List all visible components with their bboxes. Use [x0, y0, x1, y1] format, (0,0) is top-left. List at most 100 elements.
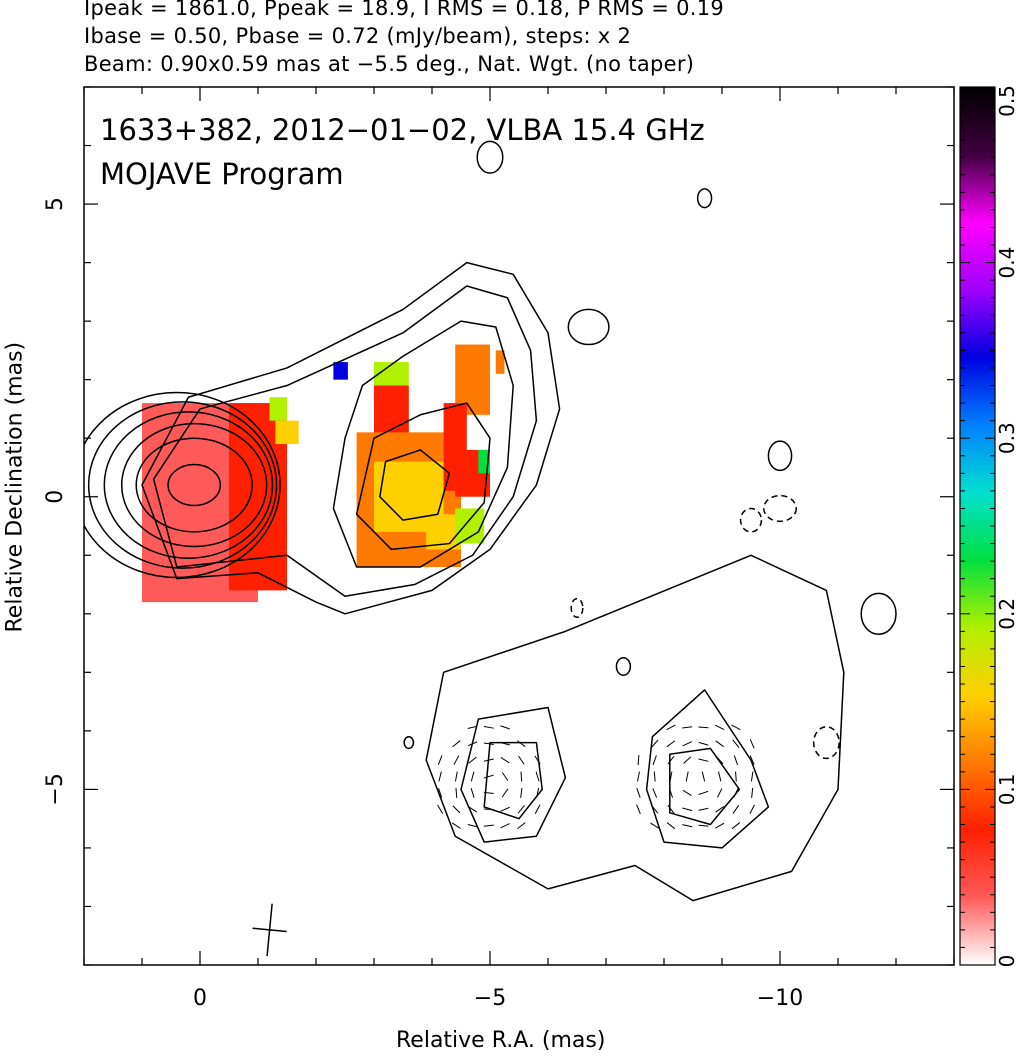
- evpa-vector: [455, 787, 458, 798]
- evpa-vector: [732, 804, 740, 814]
- evpa-vector: [683, 756, 692, 764]
- polarization-cell: [495, 350, 505, 374]
- evpa-vector: [666, 740, 676, 748]
- evpa-vector: [731, 724, 741, 731]
- x-axis-label: Relative R.A. (mas): [396, 1028, 606, 1053]
- x-tick-label: −10: [757, 986, 803, 1011]
- polarization-cell: [478, 449, 490, 474]
- y-axis-label: Relative Declination (mas): [2, 341, 28, 633]
- evpa-vector: [501, 772, 509, 781]
- evpa-vector: [501, 788, 509, 798]
- evpa-vector: [517, 805, 525, 814]
- evpa-vector: [467, 741, 478, 747]
- evpa-vector: [698, 790, 709, 795]
- evpa-vector: [520, 771, 523, 782]
- evpa-vector: [468, 756, 477, 764]
- evpa-vector: [717, 788, 723, 798]
- isolated-contour: [615, 656, 632, 677]
- evpa-vector: [636, 771, 640, 782]
- core-contour: [87, 401, 278, 569]
- polarization-cell: [333, 362, 348, 380]
- evpa-vector: [452, 740, 461, 748]
- jet-contour: [669, 747, 741, 826]
- evpa-vector: [467, 824, 478, 828]
- evpa-vector: [701, 771, 706, 782]
- evpa-vector: [636, 804, 641, 815]
- evpa-vector: [483, 758, 494, 762]
- evpa-vector: [535, 771, 540, 782]
- evpa-vector: [698, 741, 709, 746]
- evpa-vector: [715, 822, 725, 829]
- evpa-vector: [438, 788, 443, 798]
- header-line-3: Beam: 0.90x0.59 mas at −5.5 deg., Nat. W…: [84, 52, 695, 76]
- evpa-vector: [653, 771, 656, 782]
- evpa-vector: [518, 755, 525, 765]
- isolated-contour: [767, 440, 793, 472]
- colorbar-label: 0.4: [995, 247, 1019, 279]
- jet-contour: [460, 706, 567, 843]
- colorbar-label: 0.2: [995, 598, 1019, 630]
- core-contour: [167, 463, 222, 507]
- evpa-vector: [437, 804, 444, 814]
- evpa-vector: [652, 788, 658, 798]
- evpa-vector: [667, 755, 675, 765]
- jet-contour: [355, 402, 491, 551]
- evpa-vector: [470, 787, 475, 798]
- evpa-vector: [483, 774, 494, 779]
- evpa-vector: [438, 771, 442, 782]
- evpa-vector: [483, 742, 494, 745]
- evpa-vector: [468, 806, 478, 813]
- beam-minor-axis: [252, 927, 287, 933]
- isolated-contour: [696, 188, 713, 209]
- chart-subtitle: MOJAVE Program: [100, 157, 344, 191]
- x-tick-label: −5: [474, 986, 506, 1011]
- header-line-2: Ibase = 0.50, Pbase = 0.72 (mJy/beam), s…: [84, 24, 632, 48]
- evpa-vector: [668, 788, 674, 798]
- isolated-contour: [403, 735, 415, 750]
- chart-title: 1633+382, 2012−01−02, VLBA 15.4 GHz: [100, 113, 705, 147]
- evpa-vector: [535, 787, 540, 798]
- evpa-vector: [685, 771, 689, 782]
- evpa-vector: [669, 771, 673, 782]
- jet-contour: [379, 449, 451, 521]
- evpa-vector: [451, 822, 461, 829]
- evpa-vector: [452, 805, 461, 814]
- evpa-vector: [520, 787, 523, 798]
- negative-contour: [739, 507, 763, 533]
- evpa-vector: [682, 824, 693, 828]
- jet-contour: [425, 554, 845, 902]
- evpa-vector: [698, 758, 709, 762]
- colorbar-label: 0.1: [995, 773, 1019, 805]
- evpa-vector: [483, 791, 494, 795]
- evpa-vector: [483, 808, 494, 811]
- evpa-vector: [500, 741, 511, 746]
- evpa-vector: [534, 804, 541, 814]
- isolated-contour: [476, 140, 504, 174]
- evpa-vector: [749, 738, 755, 749]
- jet-contour: [332, 320, 514, 568]
- evpa-vector: [650, 822, 660, 829]
- evpa-vector: [715, 740, 725, 748]
- evpa-vector: [534, 755, 541, 765]
- jet-contour: [141, 261, 561, 615]
- evpa-vector: [637, 755, 640, 766]
- evpa-vector: [749, 755, 755, 765]
- evpa-vector: [666, 822, 676, 830]
- evpa-vector: [500, 806, 510, 812]
- evpa-vector: [666, 724, 676, 731]
- isolated-contour: [567, 308, 610, 346]
- evpa-vector: [751, 787, 754, 798]
- colorbar: [959, 86, 996, 966]
- colorbar-label: 0: [995, 955, 1019, 968]
- evpa-vector: [667, 805, 675, 814]
- core-contour: [120, 422, 268, 548]
- evpa-vector: [517, 822, 526, 830]
- evpa-vector: [715, 806, 725, 813]
- jet-contour: [645, 689, 770, 849]
- evpa-vector: [715, 756, 724, 765]
- evpa-vector: [516, 740, 526, 748]
- isolated-contour: [860, 592, 897, 636]
- evpa-vector: [733, 788, 739, 798]
- evpa-vector: [500, 756, 510, 764]
